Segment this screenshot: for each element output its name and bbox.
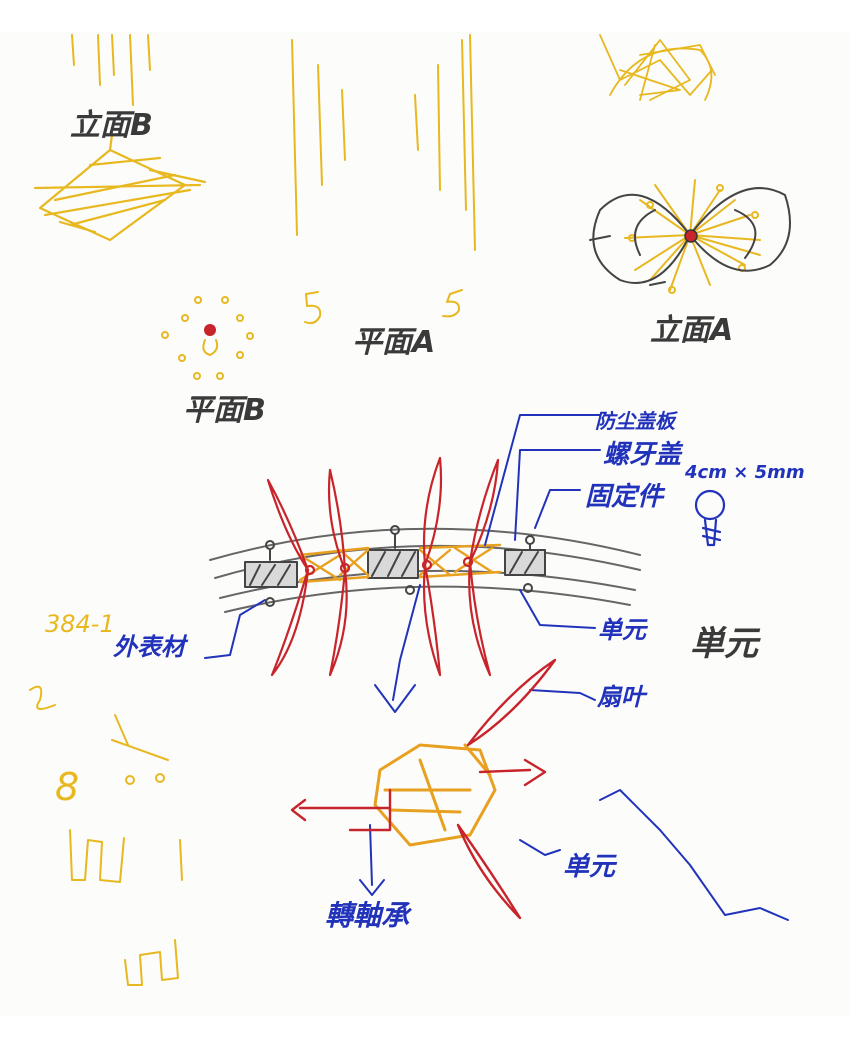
label-outer-material: 外表材 bbox=[113, 633, 189, 661]
blue-leader-lines bbox=[204, 414, 789, 921]
label-unit-2: 単元 bbox=[690, 624, 761, 664]
left-gold-scribbles bbox=[29, 685, 183, 986]
label-rotating-bearing: 轉軸承 bbox=[325, 899, 412, 932]
label-elevation-b: 立面B bbox=[70, 108, 153, 143]
label-fixture: 固定件 bbox=[585, 482, 666, 512]
label-dust-cover: 防尘盖板 bbox=[595, 409, 678, 433]
bearing-red-lines bbox=[290, 658, 557, 920]
red-leaf-blades bbox=[266, 456, 500, 677]
label-leaf-shape: 扇叶 bbox=[596, 683, 648, 711]
plan-a-lines bbox=[291, 34, 476, 251]
label-unit-3: 单元 bbox=[563, 852, 618, 882]
screw-icon bbox=[694, 489, 726, 547]
elevation-a-starburst bbox=[624, 179, 761, 294]
elevation-b-diamond bbox=[33, 133, 207, 242]
label-gold-scribble: 384-1 bbox=[45, 610, 115, 638]
label-plan-a: 平面A bbox=[352, 325, 435, 360]
label-unit-1: 单元 bbox=[598, 616, 649, 644]
label-elevation-a: 立面A bbox=[650, 313, 733, 348]
label-plan-b: 平面B bbox=[183, 393, 266, 428]
plan-a-numbers bbox=[304, 289, 463, 325]
top-right-scribble bbox=[599, 34, 716, 101]
label-screw-size: 4cm × 5mm bbox=[684, 462, 805, 483]
plan-b-red-center bbox=[204, 324, 216, 336]
label-gold-eight: 8 bbox=[55, 765, 79, 809]
plan-b-dots bbox=[161, 296, 254, 380]
elevation-b-lines bbox=[71, 34, 151, 106]
elevation-a-ellipses bbox=[589, 187, 791, 286]
label-screw-cap: 螺牙盖 bbox=[603, 440, 684, 470]
bearing-hexagon bbox=[373, 743, 497, 847]
elevation-a-red-center bbox=[684, 229, 698, 243]
beam-boxes bbox=[244, 525, 546, 607]
